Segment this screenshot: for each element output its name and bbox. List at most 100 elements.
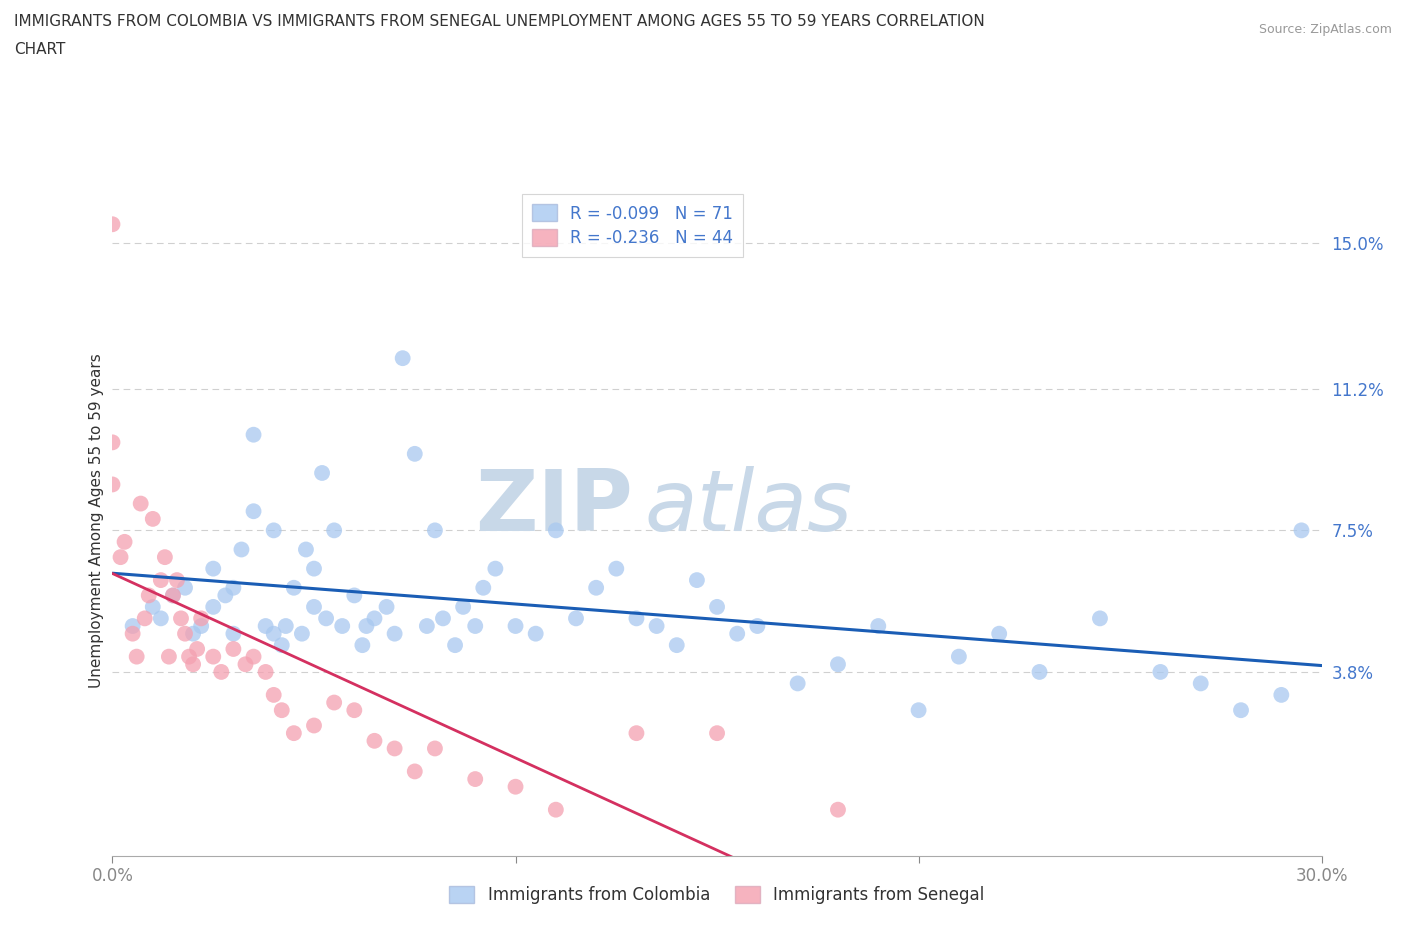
Point (423, 523, 446, 538)
Point (222, 642, 245, 657)
Point (706, 725, 728, 740)
Legend: Immigrants from Colombia, Immigrants from Senegal: Immigrants from Colombia, Immigrants fro… (440, 876, 994, 914)
Point (149, 573, 172, 588)
Point (416, 618, 439, 633)
Point (464, 772, 486, 787)
Point (274, 618, 297, 633)
Point (907, 703, 929, 718)
Text: CHART: CHART (14, 42, 66, 57)
Point (315, 611, 337, 626)
Point (706, 600, 728, 615)
Point (464, 618, 486, 633)
Point (181, 626, 204, 641)
Text: ZIP: ZIP (475, 466, 633, 549)
Point (505, 779, 527, 794)
Point (291, 626, 314, 641)
Point (786, 676, 808, 691)
Point (174, 626, 197, 641)
Point (142, 600, 165, 615)
Point (149, 611, 172, 626)
Point (174, 580, 197, 595)
Point (827, 803, 849, 817)
Point (222, 626, 245, 641)
Point (157, 649, 180, 664)
Point (1088, 611, 1111, 626)
Point (166, 573, 188, 588)
Point (323, 523, 346, 538)
Point (254, 665, 277, 680)
Point (404, 446, 426, 461)
Point (202, 561, 225, 576)
Text: Source: ZipAtlas.com: Source: ZipAtlas.com (1258, 23, 1392, 36)
Point (142, 512, 165, 526)
Text: IMMIGRANTS FROM COLOMBIA VS IMMIGRANTS FROM SENEGAL UNEMPLOYMENT AMONG AGES 55 T: IMMIGRANTS FROM COLOMBIA VS IMMIGRANTS F… (14, 14, 984, 29)
Point (101, 435, 124, 450)
Point (868, 618, 890, 633)
Point (302, 561, 325, 576)
Point (121, 618, 143, 633)
Point (214, 588, 236, 603)
Point (110, 550, 132, 565)
Point (725, 626, 748, 641)
Point (524, 626, 547, 641)
Point (375, 600, 398, 615)
Point (565, 611, 588, 626)
Point (202, 649, 225, 664)
Text: atlas: atlas (644, 466, 852, 549)
Point (747, 618, 769, 633)
Point (384, 626, 406, 641)
Point (121, 626, 143, 641)
Point (242, 649, 264, 664)
Point (114, 535, 136, 550)
Point (1189, 676, 1212, 691)
Point (1149, 665, 1171, 680)
Point (242, 427, 264, 442)
Point (263, 523, 285, 538)
Point (323, 695, 346, 710)
Point (352, 638, 374, 653)
Point (209, 665, 232, 680)
Point (1291, 523, 1313, 538)
Point (295, 542, 318, 557)
Point (311, 466, 333, 481)
Point (444, 638, 467, 653)
Point (451, 600, 474, 615)
Point (101, 477, 124, 492)
Point (544, 523, 567, 538)
Point (363, 611, 385, 626)
Point (827, 657, 849, 671)
Point (263, 687, 285, 702)
Point (242, 504, 264, 519)
Point (235, 657, 257, 671)
Point (505, 618, 527, 633)
Point (231, 542, 253, 557)
Point (330, 618, 353, 633)
Point (605, 561, 627, 576)
Point (472, 580, 495, 595)
Point (626, 611, 648, 626)
Point (181, 657, 204, 671)
Point (484, 561, 506, 576)
Point (162, 588, 184, 603)
Point (585, 580, 607, 595)
Point (626, 725, 648, 740)
Point (391, 351, 413, 365)
Point (162, 588, 184, 603)
Y-axis label: Unemployment Among Ages 55 to 59 years: Unemployment Among Ages 55 to 59 years (89, 353, 104, 688)
Point (170, 611, 193, 626)
Point (665, 638, 688, 653)
Point (948, 649, 970, 664)
Point (1230, 703, 1253, 718)
Point (1270, 687, 1292, 702)
Point (363, 734, 385, 749)
Point (177, 649, 200, 664)
Point (125, 649, 148, 664)
Point (101, 217, 124, 232)
Point (153, 550, 176, 565)
Point (544, 803, 567, 817)
Point (988, 626, 1011, 641)
Point (283, 580, 305, 595)
Point (283, 725, 305, 740)
Point (129, 496, 152, 511)
Point (263, 626, 285, 641)
